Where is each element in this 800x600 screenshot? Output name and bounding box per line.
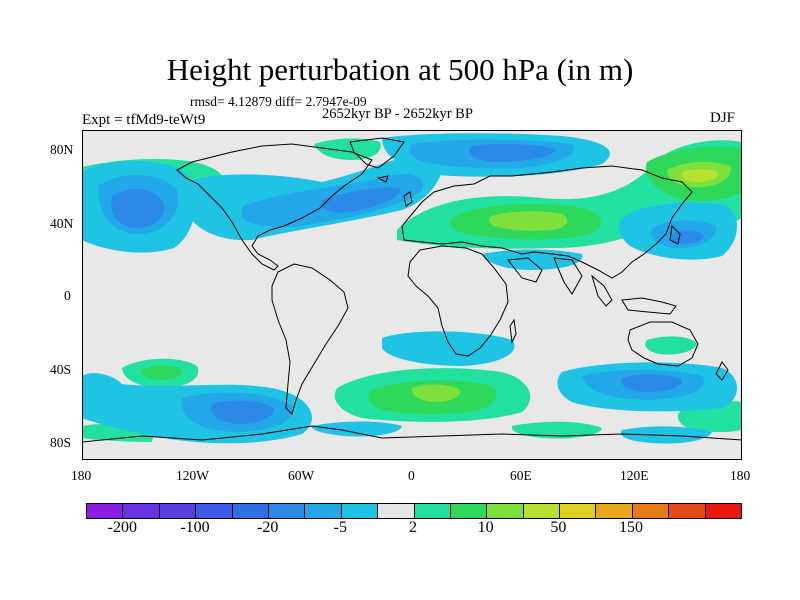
coast-europe: [401, 165, 693, 279]
lon-label-0: 0: [408, 468, 415, 483]
coast-antarctica: [82, 425, 742, 443]
field-southatl-peak: [411, 384, 461, 402]
legend-swatch: [560, 504, 597, 518]
legend-label: 10: [477, 519, 494, 536]
legend-swatch: [487, 504, 524, 518]
field-antarctic-neg-2: [620, 426, 712, 444]
negative-anomaly-fields: [82, 133, 737, 444]
lon-label-180e: 180: [730, 468, 751, 483]
height-perturbation-map: [82, 130, 742, 460]
lon-label-60w: 60W: [288, 468, 315, 483]
field-antarctic-pos-2: [511, 421, 602, 439]
legend-swatch: [196, 504, 233, 518]
season-label: DJF: [710, 110, 736, 126]
field-npacific-core: [111, 189, 165, 228]
legend-label: -100: [180, 519, 210, 536]
legend-swatch: [123, 504, 160, 518]
coast-new-zealand: [715, 361, 729, 381]
coast-south-america: [271, 263, 349, 415]
coast-uk: [403, 191, 413, 207]
coast-africa: [407, 245, 509, 357]
coast-japan: [669, 224, 681, 245]
legend-swatch: [450, 504, 488, 518]
field-southmid-neg: [382, 331, 515, 366]
lon-label-120e: 120E: [620, 468, 649, 483]
lon-label-180w: 180: [71, 468, 92, 483]
legend-swatch: [268, 504, 306, 518]
legend-label: 150: [619, 519, 643, 536]
legend-label: -20: [256, 519, 279, 536]
color-legend-bar: [86, 503, 742, 519]
legend-label: 50: [550, 519, 567, 536]
coast-iceland: [376, 175, 389, 183]
legend-label: -5: [333, 519, 347, 536]
coastlines: [82, 137, 742, 443]
field-north-pos: [314, 138, 381, 160]
lat-label-80n: 80N: [50, 142, 74, 157]
lat-label-40s: 40S: [50, 362, 72, 377]
legend-swatch: [632, 504, 670, 518]
coast-greenland: [349, 137, 405, 169]
legend-label: 2: [409, 519, 417, 536]
field-eurasia-peak: [489, 211, 568, 231]
coast-arabia-india: [507, 257, 583, 295]
legend-label: -200: [107, 519, 137, 536]
coast-southeast-asia: [591, 274, 677, 315]
legend-swatch: [669, 504, 706, 518]
field-aus-pos: [645, 336, 697, 355]
lon-label-120w: 120W: [176, 468, 209, 483]
field-sepacific-core: [141, 365, 183, 380]
map-frame: [82, 130, 742, 460]
period-label: 2652kyr BP - 2652kyr BP: [322, 106, 473, 122]
legend-swatch: [232, 504, 269, 518]
field-arctic-core: [469, 143, 556, 162]
lat-label-0: 0: [64, 288, 71, 303]
field-sindian-core: [621, 374, 682, 392]
lon-label-60e: 60E: [510, 468, 532, 483]
color-legend-labels: -200 -100 -20 -5 2 10 50 150: [86, 519, 740, 539]
coast-australia: [627, 321, 699, 367]
coast-madagascar: [509, 318, 517, 344]
legend-swatch: [341, 504, 379, 518]
stats-line: rmsd= 4.12879 diff= 2.7947e-09: [190, 94, 367, 109]
legend-swatch: [87, 504, 124, 518]
legend-swatch: [414, 504, 451, 518]
lat-label-80s: 80S: [50, 435, 72, 450]
legend-swatch: [705, 504, 742, 518]
legend-swatch: [596, 504, 633, 518]
legend-swatch: [305, 504, 342, 518]
legend-swatch: [159, 504, 197, 518]
field-pacific-peak: [681, 169, 719, 182]
legend-swatch: [523, 504, 561, 518]
plot-title: Height perturbation at 500 hPa (in m): [166, 52, 634, 87]
field-sp-core: [211, 400, 274, 424]
experiment-label: Expt = tfMd9-teWt9: [82, 112, 206, 128]
field-natl-core: [321, 187, 401, 213]
field-antarctic-neg: [311, 421, 402, 437]
lat-label-40n: 40N: [50, 216, 74, 231]
legend-swatch: [378, 504, 415, 518]
coast-north-america: [176, 143, 373, 271]
